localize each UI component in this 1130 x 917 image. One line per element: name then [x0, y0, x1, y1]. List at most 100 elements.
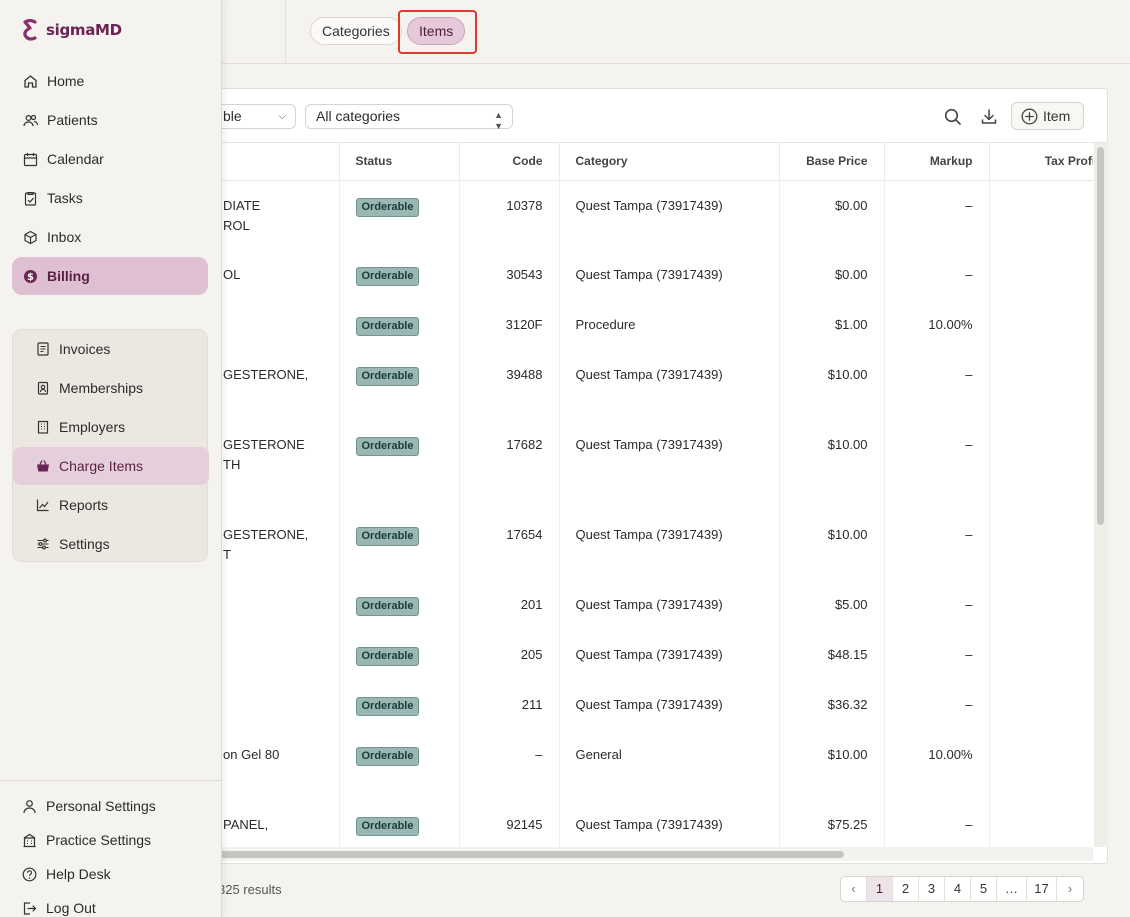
subnav-employers[interactable]: Employers [13, 408, 209, 446]
add-item-button[interactable]: Item [1011, 102, 1084, 130]
tab-items[interactable]: Items [407, 17, 466, 45]
tax-profile-cell: – [989, 420, 1093, 510]
tax-profile-cell: – [989, 800, 1093, 847]
vertical-scroll-thumb[interactable] [1097, 147, 1104, 525]
inbox-icon [24, 230, 37, 244]
billing-subnav: Invoices Memberships Employers Charge It… [12, 329, 209, 563]
horizontal-scroll-thumb[interactable] [151, 851, 844, 858]
calendar-icon [23, 152, 38, 166]
base-price-cell: $10.00 [779, 730, 885, 800]
page-4-button[interactable]: 4 [945, 877, 971, 901]
subnav-memberships[interactable]: Memberships [13, 369, 209, 407]
chevron-left-icon: ‹ [851, 881, 856, 896]
nav-tasks[interactable]: Tasks [12, 179, 208, 217]
status-badge: Orderable [355, 817, 420, 836]
nav-inbox[interactable]: Inbox [12, 218, 208, 256]
markup-cell: – [884, 580, 990, 630]
page-17-button[interactable]: 17 [1027, 877, 1057, 901]
column-header-status[interactable]: Status [339, 143, 460, 181]
horizontal-scrollbar[interactable] [151, 847, 1093, 861]
nav-help-desk[interactable]: Help Desk [22, 862, 111, 886]
column-header-code[interactable]: Code [459, 143, 560, 181]
nav-calendar[interactable]: Calendar [12, 140, 208, 178]
nav-billing[interactable]: $ Billing [12, 257, 208, 295]
column-header-base-price[interactable]: Base Price [779, 143, 885, 181]
vertical-scrollbar[interactable] [1094, 143, 1108, 847]
nav-calendar-label: Calendar [47, 151, 104, 167]
base-price-cell: $5.00 [779, 580, 885, 630]
code-cell: 17654 [459, 510, 560, 580]
nav-practice-settings[interactable]: Practice Settings [22, 828, 151, 852]
nav-tasks-label: Tasks [47, 190, 83, 206]
tax-profile-cell: 8.25% [989, 180, 1093, 250]
tax-profile-cell: – [989, 350, 1093, 420]
next-page-button[interactable]: › [1057, 877, 1083, 901]
code-cell: 10378 [459, 180, 560, 250]
markup-cell: 10.00% [884, 300, 990, 350]
prev-page-button[interactable]: ‹ [841, 877, 867, 901]
nav-patients[interactable]: Patients [12, 101, 208, 139]
page-3-button[interactable]: 3 [919, 877, 945, 901]
table-row[interactable]: Orderable 205 Quest Tampa (73917439) $48.15… [151, 630, 1093, 680]
column-header-markup[interactable]: Markup [884, 143, 990, 181]
subnav-employers-label: Employers [59, 419, 126, 435]
tab-categories[interactable]: Categories [310, 17, 402, 45]
nav-help-desk-label: Help Desk [46, 866, 111, 882]
subnav-reports[interactable]: Reports [13, 486, 209, 524]
topbar-divider [285, 0, 286, 64]
table-footer: 325 results ‹ 1 2 3 4 5 … 17 › [150, 876, 1108, 902]
table-row[interactable]: on Gel 80Orderable–General$10.0010.00%8.… [151, 730, 1093, 800]
category-cell: Quest Tampa (73917439) [559, 580, 780, 630]
page-5-button[interactable]: 5 [971, 877, 997, 901]
code-cell: 92145 [459, 800, 560, 847]
status-badge: Orderable [355, 747, 420, 766]
category-cell: General [559, 730, 780, 800]
status-badge: Orderable [355, 697, 420, 716]
markup-cell: – [884, 800, 990, 847]
subnav-charge-items[interactable]: Charge Items [13, 447, 209, 485]
table-row[interactable]: PANEL, Orderable 92145 Quest Tampa (7391743… [151, 800, 1093, 847]
category-filter-select[interactable]: All categories ▲ ▼ [305, 104, 513, 131]
table-row[interactable]: Orderable 201 Quest Tampa (73917439) $5.00–… [151, 580, 1093, 630]
markup-cell: – [884, 630, 990, 680]
column-header-tax-profile[interactable]: Tax Profil [989, 143, 1093, 181]
table-row[interactable]: Orderable 211 Quest Tampa (73917439) $36.32… [151, 680, 1093, 730]
status-cell: Orderable [339, 630, 460, 680]
tax-profile-cell: 8.25% [989, 300, 1093, 350]
table-row[interactable]: GESTERONE TH Orderable 17682 Quest Tampa (7… [151, 420, 1093, 510]
status-cell: Orderable [339, 800, 460, 847]
status-badge: Orderable [355, 267, 420, 286]
tax-profile-cell: – [989, 250, 1093, 300]
category-filter-value: All categories [316, 108, 401, 124]
chevron-right-icon: › [1067, 881, 1073, 896]
charge-items-card: ble ⌵ All categories ▲ ▼ Item [150, 88, 1109, 864]
users-icon [23, 114, 38, 126]
category-cell: Quest Tampa (73917439) [559, 630, 780, 680]
category-cell: Quest Tampa (73917439) [559, 510, 780, 580]
nav-home[interactable]: Home [12, 62, 208, 100]
building-icon [23, 833, 36, 847]
brand-logo[interactable]: sigmaMD [22, 19, 122, 41]
subnav-settings[interactable]: Settings [13, 525, 209, 563]
sidebar-divider [0, 780, 222, 781]
download-button[interactable] [975, 103, 1003, 131]
nav-practice-settings-label: Practice Settings [46, 832, 152, 848]
search-icon [944, 108, 961, 125]
column-header-category[interactable]: Category [559, 143, 780, 181]
search-button[interactable] [939, 103, 967, 131]
page-2-button[interactable]: 2 [893, 877, 919, 901]
nav-log-out[interactable]: Log Out [22, 896, 96, 917]
status-badge: Orderable [355, 597, 420, 616]
category-cell: Quest Tampa (73917439) [559, 680, 780, 730]
nav-personal-settings[interactable]: Personal Settings [22, 794, 156, 818]
table-row[interactable]: GESTERONE, Orderable 39488 Quest Tampa (739… [151, 350, 1093, 420]
page-1-button[interactable]: 1 [867, 877, 893, 901]
chevron-down-icon: ⌵ [278, 111, 286, 122]
status-cell: Orderable [339, 250, 460, 300]
items-table-wrap[interactable]: Status Code Category Base Price Markup T… [151, 143, 1093, 847]
subnav-invoices[interactable]: Invoices [13, 330, 209, 368]
table-row[interactable]: GESTERONE, T Orderable 17654 Quest Tampa (7… [151, 510, 1093, 580]
table-row[interactable]: OL Orderable 30543 Quest Tampa (73917439) $0… [151, 250, 1093, 300]
table-row[interactable]: DIATE ROL Orderable 10378 Quest Tampa (7391… [151, 180, 1093, 250]
